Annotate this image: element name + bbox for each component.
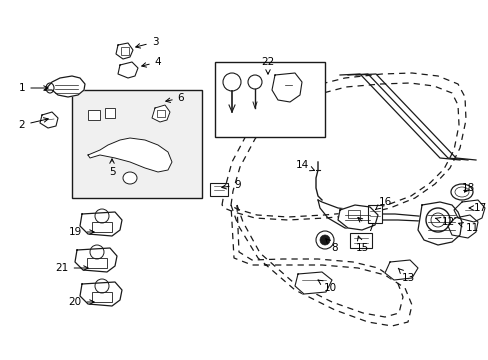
Text: 12: 12 (435, 217, 454, 227)
Bar (87, 258, 107, 268)
Text: 21: 21 (55, 263, 88, 273)
Polygon shape (447, 215, 477, 238)
Polygon shape (40, 112, 58, 128)
Polygon shape (417, 202, 461, 245)
Bar (347, 210, 359, 218)
Text: 3: 3 (136, 37, 158, 48)
Ellipse shape (123, 172, 137, 184)
Text: 1: 1 (19, 83, 48, 93)
Text: 13: 13 (397, 268, 414, 283)
Text: 17: 17 (468, 203, 486, 213)
Bar (92, 292, 112, 302)
Bar (92, 222, 112, 232)
Bar (121, 47, 129, 55)
Text: 15: 15 (355, 236, 368, 253)
Ellipse shape (450, 184, 472, 200)
Bar (215, 62, 325, 137)
Text: 7: 7 (357, 217, 372, 233)
Polygon shape (116, 43, 133, 59)
Text: 18: 18 (461, 183, 474, 193)
Text: 2: 2 (19, 118, 48, 130)
Polygon shape (152, 105, 170, 122)
Polygon shape (384, 260, 417, 280)
Bar (105, 108, 115, 118)
Text: 4: 4 (142, 57, 161, 67)
Text: 9: 9 (222, 180, 241, 190)
Bar (367, 205, 381, 223)
Text: 19: 19 (68, 227, 94, 237)
Polygon shape (45, 76, 85, 97)
Polygon shape (271, 73, 302, 102)
Polygon shape (75, 248, 117, 272)
Text: 8: 8 (325, 239, 338, 253)
Polygon shape (118, 62, 138, 78)
Bar (88, 110, 100, 120)
Bar (209, 183, 227, 196)
Polygon shape (453, 200, 484, 222)
Text: 20: 20 (68, 297, 94, 307)
Text: 6: 6 (165, 93, 184, 103)
Polygon shape (294, 272, 331, 294)
Polygon shape (337, 205, 377, 230)
Text: 11: 11 (458, 223, 478, 233)
Circle shape (319, 235, 329, 245)
Text: 22: 22 (261, 57, 274, 74)
Polygon shape (80, 212, 122, 236)
Polygon shape (88, 138, 172, 172)
Bar (157, 110, 164, 117)
Text: 10: 10 (317, 280, 336, 293)
Text: 5: 5 (108, 159, 115, 177)
Bar (72, 90, 202, 198)
Text: 16: 16 (375, 197, 391, 210)
Text: 14: 14 (295, 160, 314, 171)
Polygon shape (80, 282, 122, 306)
Bar (349, 233, 371, 248)
